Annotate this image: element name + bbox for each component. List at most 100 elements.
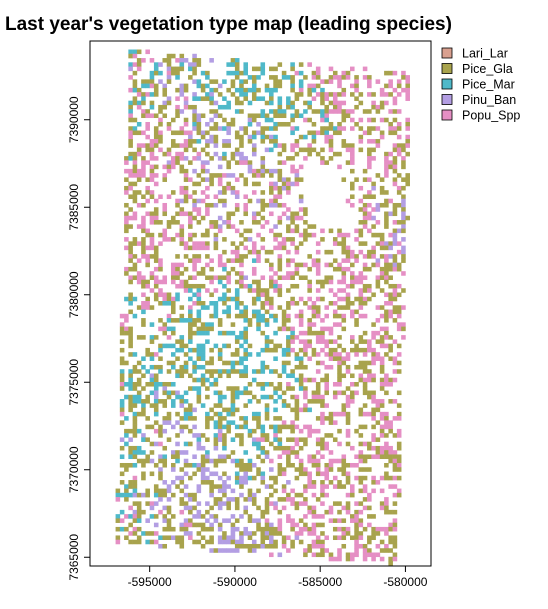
raster-cell-pice-mar — [205, 330, 210, 336]
raster-cell-pice-mar — [192, 121, 197, 127]
raster-cell-pice-gla — [388, 283, 393, 289]
legend-label: Lari_Lar — [462, 47, 508, 61]
raster-cell-popu-spp — [367, 164, 372, 170]
raster-cell-pice-gla — [213, 173, 219, 178]
raster-cell-pice-gla — [375, 139, 381, 144]
raster-cell-pice-gla — [273, 126, 278, 131]
raster-cell-pice-gla — [277, 292, 283, 298]
raster-cell-pice-gla — [247, 288, 253, 293]
raster-cell-pice-gla — [367, 535, 372, 541]
raster-cell-pice-gla — [320, 531, 325, 536]
raster-cell-pice-gla — [396, 441, 402, 447]
raster-cell-pice-gla — [230, 394, 236, 400]
raster-cell-pice-gla — [132, 79, 138, 84]
raster-cell-pice-gla — [294, 109, 300, 114]
raster-cell-pice-gla — [298, 92, 304, 97]
raster-cell-pice-gla — [264, 318, 270, 323]
raster-cell-pice-mar — [175, 347, 180, 353]
raster-cell-pice-mar — [247, 475, 253, 481]
raster-cell-popu-spp — [166, 237, 172, 242]
raster-cell-pice-gla — [303, 75, 308, 80]
raster-cell-pice-gla — [136, 147, 142, 153]
raster-cell-popu-spp — [324, 313, 329, 319]
raster-cell-pice-gla — [294, 467, 300, 472]
raster-cell-popu-spp — [358, 522, 364, 528]
raster-cell-pice-mar — [141, 364, 146, 370]
raster-cell-pice-mar — [251, 441, 257, 447]
raster-cell-pice-mar — [200, 343, 206, 349]
raster-cell-pice-gla — [358, 364, 364, 370]
raster-cell-pice-gla — [315, 279, 321, 285]
raster-cell-pice-mar — [277, 96, 283, 101]
raster-cell-popu-spp — [213, 275, 219, 280]
raster-cell-pice-gla — [145, 347, 150, 353]
raster-cell-pice-mar — [260, 62, 266, 67]
raster-cell-popu-spp — [128, 254, 133, 259]
raster-cell-popu-spp — [320, 117, 325, 123]
raster-cell-pice-gla — [119, 356, 125, 361]
raster-cell-popu-spp — [158, 258, 163, 263]
raster-cell-pice-gla — [239, 373, 244, 379]
raster-cell-pice-gla — [136, 539, 142, 545]
raster-cell-pice-gla — [136, 49, 142, 55]
raster-cell-pice-gla — [128, 335, 133, 340]
raster-cell-pice-gla — [341, 271, 347, 276]
raster-cell-pice-gla — [358, 134, 364, 140]
raster-cell-pinu-ban — [166, 96, 172, 101]
raster-cell-popu-spp — [303, 394, 308, 400]
raster-cell-popu-spp — [290, 347, 295, 353]
raster-cell-pice-gla — [264, 509, 270, 515]
raster-cell-pinu-ban — [234, 539, 240, 545]
raster-cell-pinu-ban — [166, 160, 172, 165]
raster-cell-pice-gla — [217, 416, 223, 421]
raster-cell-popu-spp — [145, 245, 150, 251]
raster-cell-pice-gla — [269, 526, 274, 532]
raster-cell-pice-mar — [239, 330, 244, 336]
raster-cell-pice-gla — [243, 335, 249, 340]
raster-cell-pinu-ban — [243, 471, 249, 477]
raster-cell-pice-gla — [247, 433, 253, 438]
raster-cell-pinu-ban — [392, 237, 398, 242]
raster-cell-pice-gla — [320, 445, 325, 451]
raster-cell-pice-gla — [392, 156, 398, 161]
raster-cell-popu-spp — [350, 271, 355, 276]
raster-cell-pice-gla — [222, 185, 227, 191]
raster-cell-pice-gla — [392, 283, 398, 289]
raster-cell-pinu-ban — [256, 130, 261, 136]
raster-cell-pinu-ban — [183, 100, 189, 106]
raster-cell-pice-gla — [388, 535, 393, 541]
raster-cell-pice-gla — [192, 318, 197, 323]
raster-cell-popu-spp — [375, 454, 381, 460]
raster-cell-pice-gla — [213, 501, 219, 506]
raster-cell-pinu-ban — [234, 194, 240, 200]
raster-cell-pice-gla — [136, 526, 142, 532]
raster-cell-pice-gla — [388, 335, 393, 340]
raster-cell-popu-spp — [362, 215, 368, 221]
raster-cell-popu-spp — [332, 339, 338, 344]
raster-cell-popu-spp — [358, 185, 364, 191]
raster-cell-pice-gla — [188, 403, 193, 408]
raster-cell-pice-mar — [256, 309, 261, 315]
raster-cell-pice-gla — [311, 330, 317, 336]
raster-cell-popu-spp — [141, 292, 146, 298]
raster-cell-pice-gla — [128, 139, 133, 144]
raster-cell-popu-spp — [332, 241, 338, 246]
raster-cell-pice-gla — [392, 305, 398, 310]
raster-cell-pice-gla — [141, 407, 146, 413]
raster-cell-pice-mar — [175, 75, 180, 80]
raster-cell-popu-spp — [401, 335, 406, 340]
raster-cell-pice-gla — [281, 309, 287, 315]
raster-cell-pice-gla — [358, 347, 364, 353]
raster-cell-pice-mar — [269, 87, 274, 93]
raster-cell-popu-spp — [341, 70, 347, 76]
raster-cell-popu-spp — [362, 488, 368, 494]
raster-cell-pice-gla — [269, 283, 274, 289]
raster-cell-popu-spp — [367, 79, 372, 84]
raster-cell-pice-mar — [188, 288, 193, 293]
raster-cell-popu-spp — [392, 266, 398, 272]
raster-cell-popu-spp — [379, 360, 385, 366]
raster-cell-pice-gla — [264, 543, 270, 549]
raster-cell-pice-gla — [401, 194, 406, 200]
y-tick-label: 7375000 — [67, 359, 81, 406]
raster-cell-pinu-ban — [183, 450, 189, 455]
